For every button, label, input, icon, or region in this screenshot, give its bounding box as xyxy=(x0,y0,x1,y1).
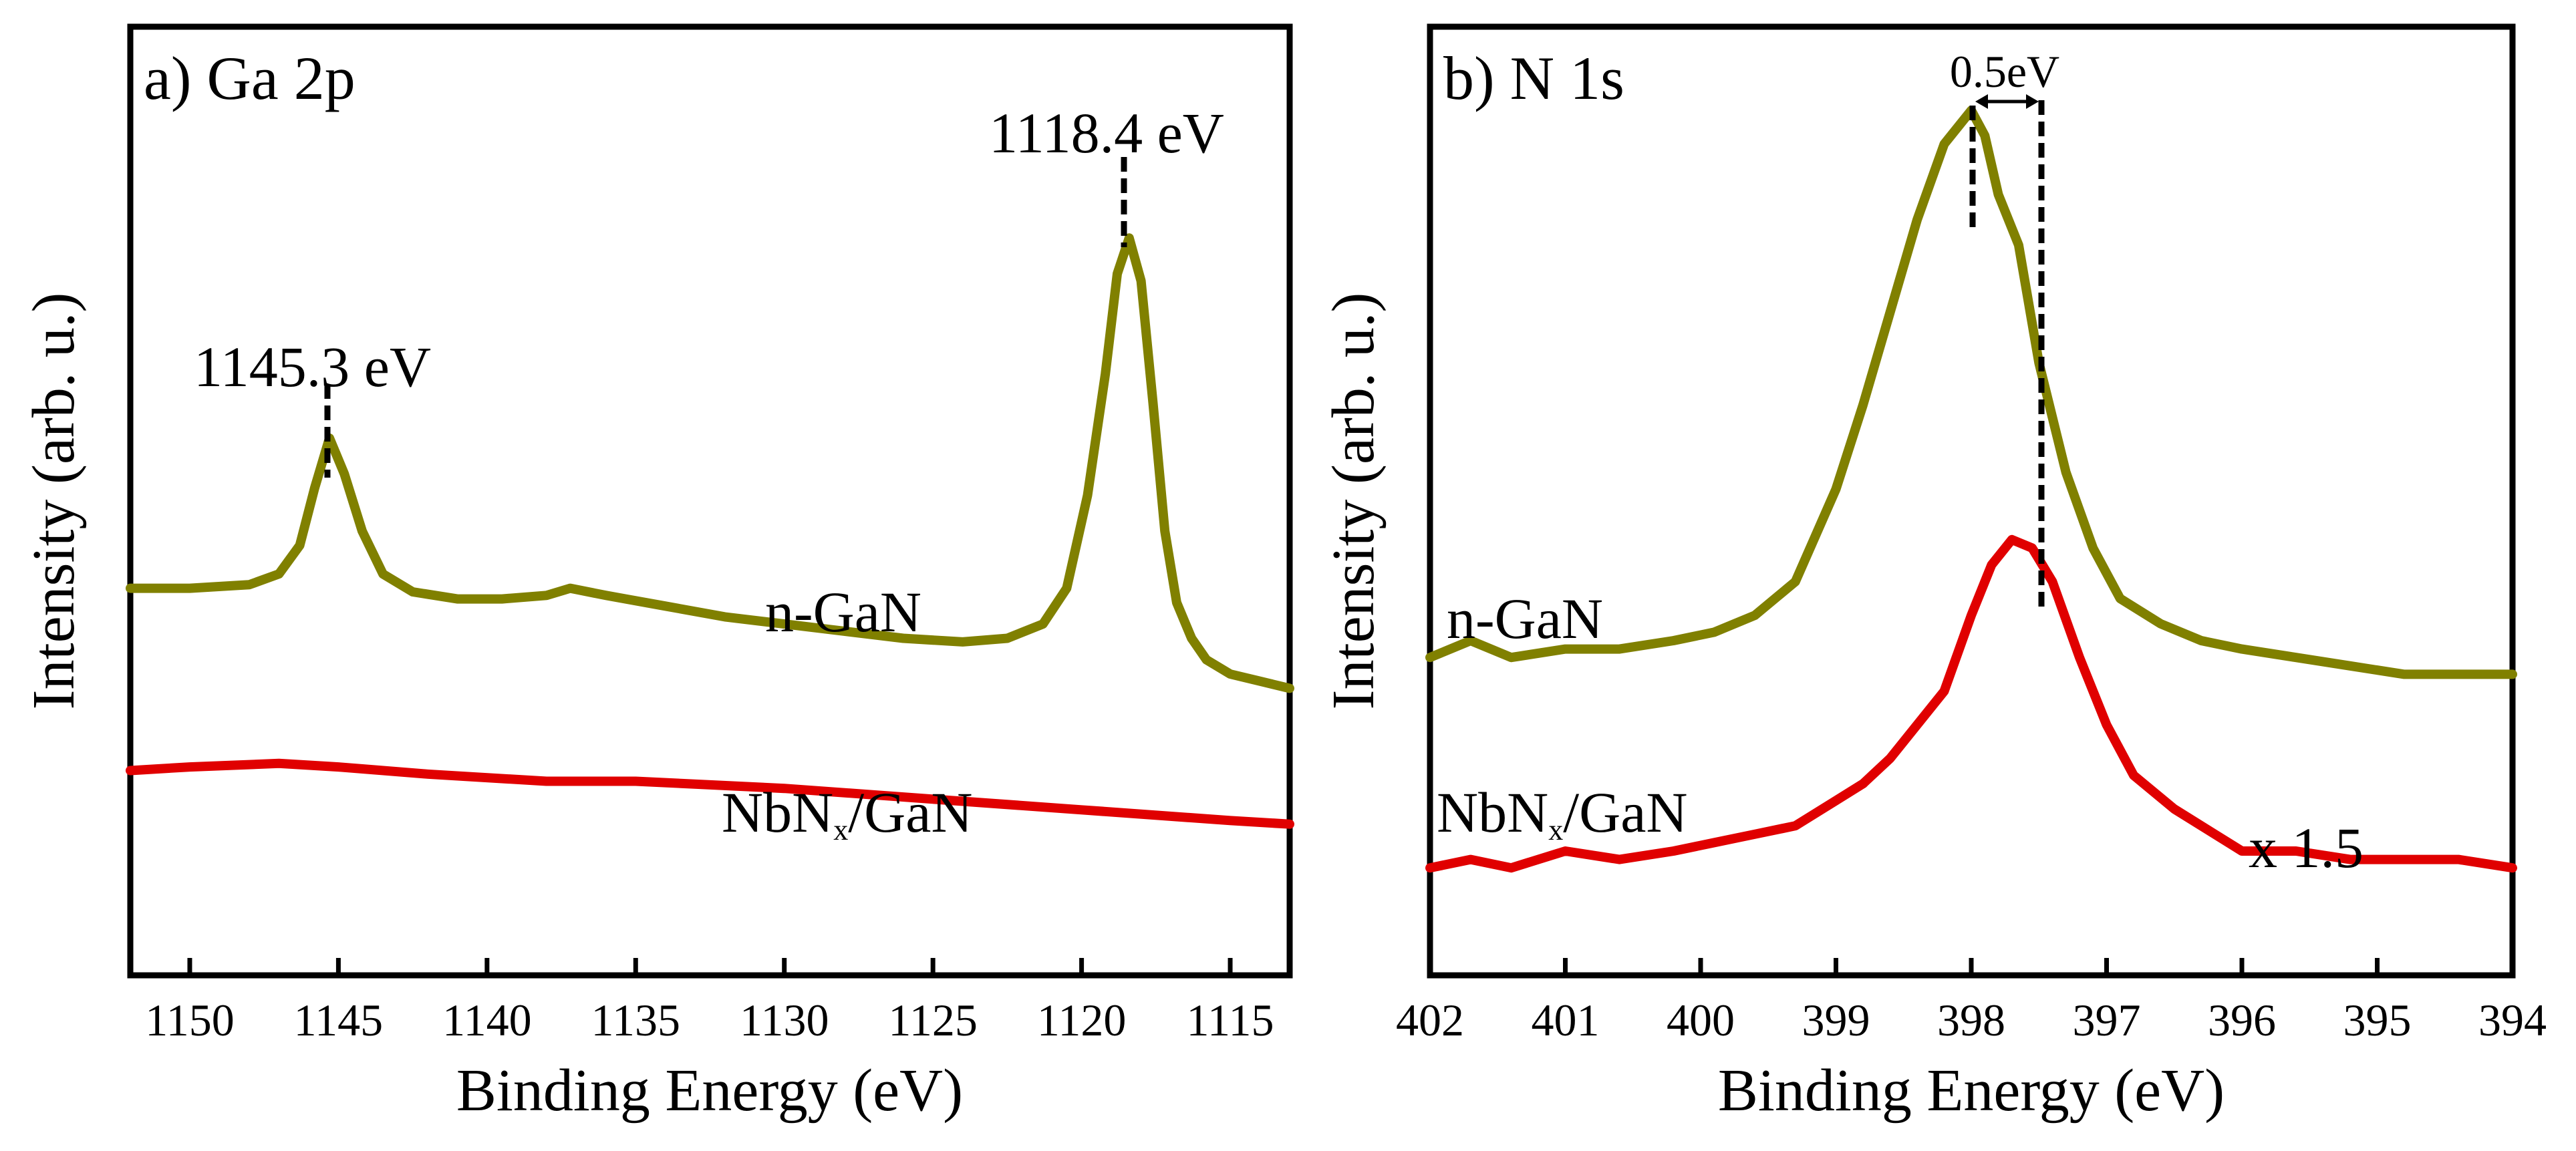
peak-label-1145: 1145.3 eV xyxy=(194,335,431,399)
x-tick-label: 1120 xyxy=(1037,995,1126,1045)
x-tick-label: 1125 xyxy=(888,995,977,1045)
x-tick-label: 1115 xyxy=(1187,995,1274,1045)
panel-b-y-label: Intensity (arb. u.) xyxy=(1320,293,1387,710)
panel-a-frame xyxy=(127,23,1293,979)
panel-a-y-label: Intensity (arb. u.) xyxy=(21,293,87,710)
nbnx-main-b: NbN xyxy=(1437,780,1548,844)
panel-a: 1150 1145 1140 1135 1130 1125 1120 1115 a) Ga 2… xyxy=(21,23,1294,1124)
peak-label-1118: 1118.4 eV xyxy=(989,101,1224,165)
x-tick-label: 400 xyxy=(1667,995,1735,1045)
nbnx-main: NbN xyxy=(722,780,833,844)
x-tick-label: 398 xyxy=(1937,995,2005,1045)
series-line-nbnx-gan xyxy=(1425,534,2517,873)
panel-b-title: b) N 1s xyxy=(1443,44,1624,112)
legend-label-ngan-b: n-GaN xyxy=(1447,587,1603,651)
shift-label: 0.5eV xyxy=(1950,46,2059,97)
panel-a-title: a) Ga 2p xyxy=(144,44,355,112)
x-tick-label: 399 xyxy=(1802,995,1870,1045)
series-line-n-gan xyxy=(1425,106,2517,679)
x-tick-label: 397 xyxy=(2073,995,2141,1045)
x-tick-label: 394 xyxy=(2478,995,2547,1045)
series-line-nbnx-gan xyxy=(126,758,1294,829)
x-tick-label: 1150 xyxy=(145,995,234,1045)
panel-a-series xyxy=(126,233,1294,829)
series-line-n-gan xyxy=(126,233,1294,693)
legend-label-nbnx-b: NbNx/GaN xyxy=(1437,780,1688,846)
panel-b-x-ticks: 402 401 400 399 398 397 396 395 394 xyxy=(1396,958,2547,1045)
x-tick-label: 402 xyxy=(1396,995,1464,1045)
x-tick-label: 1145 xyxy=(294,995,383,1045)
x-tick-label: 396 xyxy=(2208,995,2276,1045)
nbnx-rest-b: /GaN xyxy=(1563,780,1687,844)
panel-a-x-label: Binding Energy (eV) xyxy=(456,1057,963,1124)
nbnx-sub-b: x xyxy=(1548,814,1563,846)
legend-label-nbnx: NbNx/GaN xyxy=(722,780,973,846)
nbnx-rest: /GaN xyxy=(848,780,972,844)
x-tick-label: 401 xyxy=(1532,995,1600,1045)
x-tick-label: 395 xyxy=(2343,995,2412,1045)
x-tick-label: 1135 xyxy=(591,995,680,1045)
panel-a-x-ticks: 1150 1145 1140 1135 1130 1125 1120 1115 xyxy=(145,958,1274,1045)
x-tick-label: 1140 xyxy=(442,995,531,1045)
scale-label: x 1.5 xyxy=(2249,816,2364,880)
x-tick-label: 1130 xyxy=(740,995,829,1045)
panel-b-x-label: Binding Energy (eV) xyxy=(1718,1057,2225,1124)
shift-arrow xyxy=(1975,94,2039,109)
panel-b-series xyxy=(1425,106,2517,873)
nbnx-sub: x xyxy=(833,814,848,846)
legend-label-ngan: n-GaN xyxy=(765,580,921,644)
panel-b: 402 401 400 399 398 397 396 395 394 b) N 1s 0.5e… xyxy=(1320,23,2547,1124)
